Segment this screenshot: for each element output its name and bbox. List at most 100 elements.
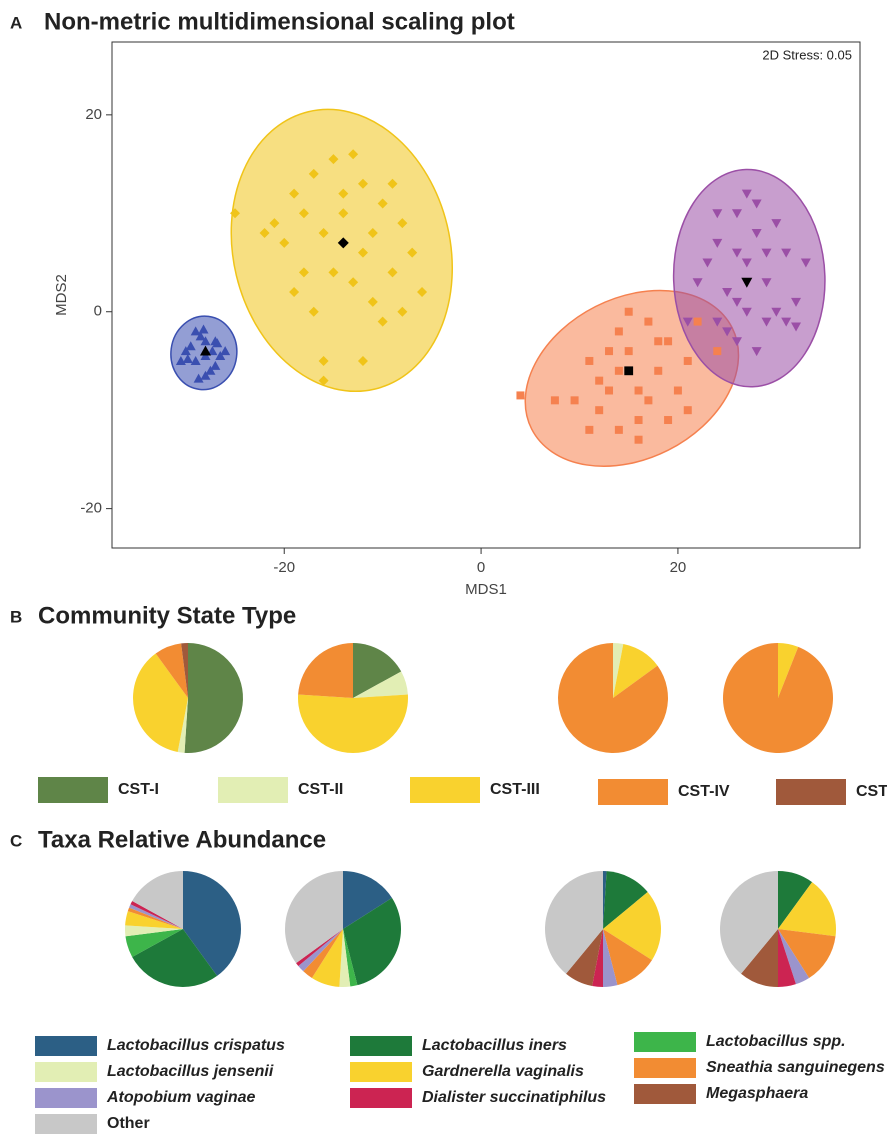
point bbox=[210, 360, 221, 370]
annotation: 2D Stress: 0.05 bbox=[762, 47, 852, 62]
pie-slice bbox=[343, 897, 401, 986]
pie-slice bbox=[557, 643, 668, 753]
legend-label: Lactobacillus iners bbox=[422, 1037, 567, 1054]
panel-label: A bbox=[10, 13, 22, 32]
point bbox=[605, 386, 614, 395]
pie-slice bbox=[343, 929, 358, 987]
point bbox=[673, 386, 682, 395]
point bbox=[624, 307, 633, 316]
cluster-hull bbox=[230, 108, 454, 393]
point bbox=[731, 297, 742, 307]
point bbox=[215, 351, 226, 361]
legend-label: CST-III bbox=[490, 781, 540, 798]
pie-slice bbox=[603, 871, 648, 929]
point bbox=[791, 322, 802, 332]
point bbox=[180, 346, 191, 356]
point bbox=[318, 375, 329, 386]
legend-swatch bbox=[218, 777, 288, 803]
legend-swatch bbox=[350, 1036, 412, 1056]
centroid bbox=[624, 366, 634, 376]
pie-slice bbox=[613, 643, 658, 698]
point bbox=[570, 396, 579, 405]
point bbox=[298, 267, 309, 278]
pie-slice bbox=[722, 643, 833, 753]
pie-slice bbox=[343, 871, 392, 929]
pie-slice bbox=[353, 671, 408, 698]
point bbox=[377, 316, 388, 327]
point bbox=[605, 347, 614, 356]
pie-slice bbox=[603, 929, 618, 988]
pie-slice bbox=[778, 929, 836, 978]
pie-slice bbox=[132, 929, 218, 987]
point bbox=[289, 188, 300, 199]
legend-swatch bbox=[410, 777, 480, 803]
point bbox=[713, 347, 722, 356]
point bbox=[397, 306, 408, 317]
point bbox=[731, 248, 742, 258]
pie-slice bbox=[298, 694, 408, 753]
legend-label: Lactobacillus crispatus bbox=[107, 1037, 285, 1054]
point bbox=[585, 356, 594, 365]
centroid bbox=[200, 345, 211, 356]
legend-swatch bbox=[634, 1084, 696, 1104]
point bbox=[200, 336, 211, 346]
point bbox=[614, 425, 623, 434]
point bbox=[550, 396, 559, 405]
legend-label: Sneathia sanguinegens bbox=[706, 1059, 885, 1076]
point bbox=[367, 296, 378, 307]
pie-slice bbox=[613, 643, 624, 698]
pie-slice bbox=[778, 882, 836, 937]
point bbox=[634, 435, 643, 444]
point bbox=[318, 355, 329, 366]
pie-slice bbox=[125, 911, 183, 929]
point bbox=[654, 337, 663, 346]
pie-slice bbox=[127, 907, 183, 929]
chart-title: Community State Type bbox=[38, 602, 296, 629]
point bbox=[683, 356, 692, 365]
pie-slice bbox=[125, 929, 183, 957]
legend-label: CST-IV bbox=[678, 783, 730, 800]
panel-label: C bbox=[10, 831, 22, 850]
pie-slice bbox=[603, 929, 652, 986]
point bbox=[712, 238, 723, 248]
legend-label: CST-I bbox=[118, 781, 159, 798]
point bbox=[722, 288, 733, 298]
point bbox=[722, 327, 733, 337]
legend-swatch bbox=[776, 779, 846, 805]
pie-slice bbox=[566, 929, 603, 986]
point bbox=[357, 355, 368, 366]
pie-slice bbox=[285, 871, 343, 964]
legend-swatch bbox=[35, 1088, 97, 1108]
point bbox=[664, 416, 673, 425]
point bbox=[289, 287, 300, 298]
pie-slice bbox=[778, 643, 799, 698]
point bbox=[348, 277, 359, 288]
y-tick-label: 20 bbox=[85, 106, 102, 123]
point bbox=[771, 219, 782, 229]
point bbox=[185, 341, 196, 351]
legend-swatch bbox=[598, 779, 668, 805]
point bbox=[761, 317, 772, 327]
legend-swatch bbox=[634, 1032, 696, 1052]
point bbox=[624, 347, 633, 356]
point bbox=[367, 227, 378, 238]
pie-slice bbox=[130, 901, 183, 929]
pie-slice bbox=[298, 643, 353, 698]
pie-slice bbox=[339, 929, 351, 987]
legend-label: Gardnerella vaginalis bbox=[422, 1063, 584, 1080]
point bbox=[338, 188, 349, 199]
point bbox=[200, 351, 211, 361]
point bbox=[207, 346, 218, 356]
pie-slice bbox=[592, 929, 603, 987]
point bbox=[585, 425, 594, 434]
point bbox=[357, 178, 368, 189]
legend-label: Atopobium vaginae bbox=[106, 1089, 256, 1106]
point bbox=[800, 258, 811, 268]
point bbox=[328, 267, 339, 278]
point bbox=[269, 218, 280, 229]
centroid bbox=[337, 237, 349, 249]
point bbox=[212, 338, 223, 348]
point bbox=[377, 198, 388, 209]
pie-slice bbox=[181, 643, 188, 698]
legend-swatch bbox=[35, 1114, 97, 1134]
